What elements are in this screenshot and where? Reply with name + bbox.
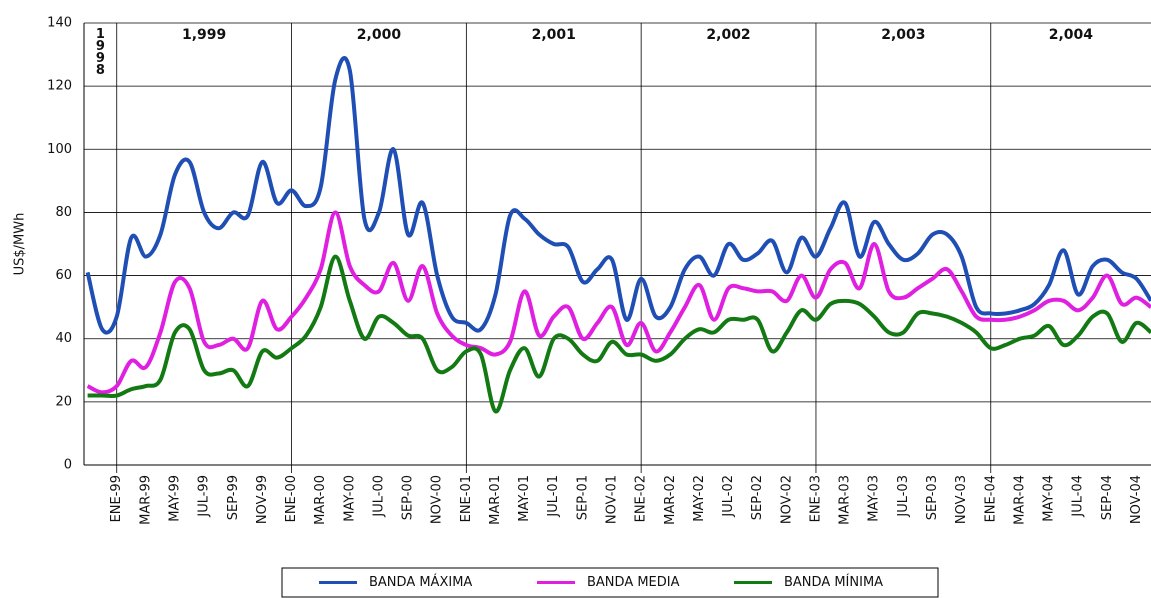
x-tick-label: ENE-03 (808, 475, 823, 522)
legend-label: BANDA MÍNIMA (784, 574, 883, 590)
year-label: 1,999 (182, 27, 226, 43)
x-tick-label: MAY-02 (692, 475, 707, 522)
x-tick-label: NOV-99 (255, 475, 270, 524)
x-tick-label: MAR-00 (313, 475, 328, 525)
x-tick-label: MAR-03 (838, 475, 853, 525)
y-axis-label: US$/MWh (13, 213, 28, 276)
x-tick-label: SEP-04 (1100, 475, 1115, 520)
x-tick-label: SEP-02 (750, 475, 765, 520)
x-tick-label: ENE-99 (109, 475, 124, 522)
y-tick-label: 80 (55, 205, 72, 220)
x-tick-label: JUL-00 (371, 475, 386, 518)
x-tick-label: MAY-03 (867, 475, 882, 522)
x-tick-label: ENE-04 (983, 475, 998, 522)
x-tick-label: SEP-99 (226, 475, 241, 520)
x-tick-label: NOV-03 (954, 475, 969, 524)
x-tick-label: NOV-02 (779, 475, 794, 524)
y-tick-label: 120 (47, 79, 72, 94)
y-tick-label: 140 (47, 16, 72, 31)
x-tick-label: MAY-00 (342, 475, 357, 522)
year-label: 1998 (93, 27, 108, 75)
x-tick-label: ENE-02 (634, 475, 649, 522)
x-tick-label: SEP-01 (575, 475, 590, 520)
year-label: 2,001 (532, 27, 576, 43)
legend-box (281, 567, 939, 598)
x-tick-label: SEP-00 (401, 475, 416, 520)
year-label: 2,003 (881, 27, 925, 43)
series-line (87, 254, 1151, 414)
series-line (85, 56, 1151, 335)
x-tick-label: JUL-99 (197, 475, 212, 518)
x-tick-label: ENE-00 (284, 475, 299, 522)
y-tick-label: 0 (64, 458, 72, 473)
y-tick-label: 100 (47, 142, 72, 157)
year-label: 2,000 (357, 27, 402, 43)
x-tick-label: MAR-04 (1012, 475, 1027, 525)
x-tick-label: MAY-01 (517, 475, 532, 522)
x-tick-label: JUL-01 (546, 475, 561, 518)
x-tick-label: NOV-04 (1129, 475, 1144, 524)
x-tick-label: MAY-99 (168, 475, 183, 522)
x-tick-label: MAY-04 (1042, 475, 1057, 522)
year-label: 2,002 (706, 27, 750, 43)
x-tick-label: JUL-04 (1071, 475, 1086, 518)
legend-label: BANDA MÁXIMA (369, 574, 472, 590)
x-tick-label: MAR-01 (488, 475, 503, 525)
x-tick-label: NOV-00 (430, 475, 445, 524)
x-tick-label: MAR-99 (138, 475, 153, 525)
x-tick-label: SEP-03 (925, 475, 940, 520)
x-tick-label: JUL-03 (896, 475, 911, 518)
year-label: 2,004 (1049, 27, 1094, 43)
x-tick-label: JUL-02 (721, 475, 736, 518)
x-tick-label: ENE-01 (459, 475, 474, 522)
legend-label: BANDA MEDIA (587, 575, 680, 590)
x-tick-label: MAR-02 (663, 475, 678, 525)
series-line (86, 210, 1151, 395)
y-tick-label: 20 (55, 394, 72, 409)
y-tick-label: 60 (55, 268, 72, 283)
y-tick-label: 40 (55, 331, 72, 346)
x-tick-label: NOV-01 (605, 475, 620, 524)
